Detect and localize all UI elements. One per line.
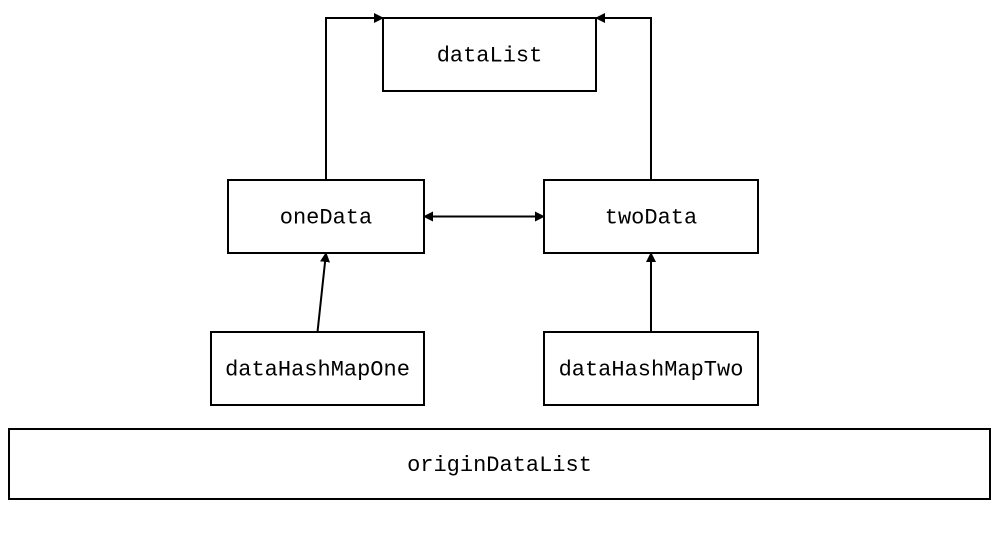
node-originDataList: originDataList [9,429,990,499]
node-label-dataHashMapOne: dataHashMapOne [225,357,410,382]
node-twoData: twoData [544,180,758,253]
node-label-dataHashMapTwo: dataHashMapTwo [559,357,744,382]
diagram-canvas: dataList oneData twoData dataHashMapOne data… [0,0,1000,545]
node-label-oneData: oneData [280,205,372,230]
node-dataHashMapTwo: dataHashMapTwo [544,332,758,405]
node-label-originDataList: originDataList [407,453,592,478]
edge-dataHashMapOne-oneData [318,253,327,332]
node-label-twoData: twoData [605,205,697,230]
edge-oneData-dataList [326,18,383,180]
node-dataList: dataList [383,18,596,91]
edge-twoData-dataList [596,18,651,180]
node-oneData: oneData [228,180,424,253]
node-dataHashMapOne: dataHashMapOne [211,332,424,405]
node-label-dataList: dataList [437,43,543,68]
